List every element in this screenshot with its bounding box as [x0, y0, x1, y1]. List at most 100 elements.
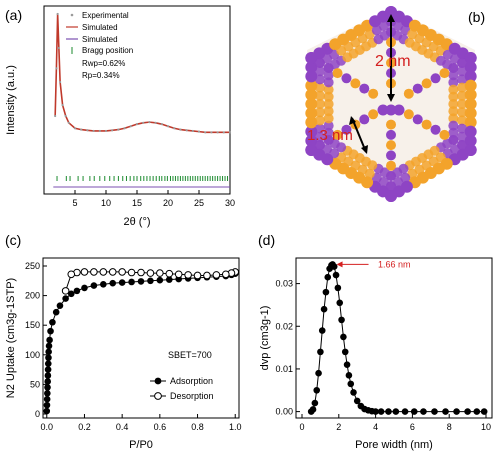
pore-distribution-point: [324, 273, 332, 281]
adsorption-point: [45, 354, 52, 362]
panel-a-x-tick-label: 30: [225, 198, 235, 208]
framework-atom: [464, 116, 477, 129]
peak-annotation-label: 1.66 nm: [378, 259, 411, 269]
framework-atom: [305, 98, 318, 110]
pore-distribution-point: [453, 408, 460, 415]
experimental-point: [98, 129, 101, 133]
pore-distribution-point: [464, 408, 471, 415]
adsorption-point: [56, 302, 64, 309]
panel-d-x-tick-label: 8: [447, 422, 452, 432]
pore-distribution-point: [442, 408, 449, 415]
experimental-point: [129, 125, 132, 128]
framework-atom: [314, 66, 325, 77]
panel-a-frame: [43, 5, 231, 195]
panel-d-y-axis-label: dvp (cm3g-1): [259, 306, 271, 371]
desorption-point: [90, 268, 98, 276]
desorption-point: [127, 268, 136, 277]
framework-atom: [464, 70, 477, 83]
panel-d-plot: 0 2 4 6 8 10 0.00 0.01 0.02 0.03 dvp (cm3g-1) Por…: [259, 257, 493, 451]
framework-atom: [323, 77, 334, 88]
experimental-point: [64, 114, 67, 118]
legend-experimental-label: Experimental: [82, 11, 129, 20]
r-wp-annotation: Rwp=0.62%: [82, 59, 125, 68]
experimental-point: [228, 131, 232, 134]
framework-atom: [457, 74, 468, 85]
framework-atom: [464, 52, 477, 64]
framework-atom: [464, 125, 477, 138]
pore-distribution-point: [315, 369, 322, 377]
experimental-point: [57, 46, 60, 50]
experimental-point: [154, 121, 157, 124]
framework-atom: [323, 84, 334, 95]
framework-atom: [305, 70, 318, 83]
panel-d-y-tick-label: 0.01: [275, 364, 293, 374]
panel-a-x-tick-label: 25: [194, 198, 204, 208]
framework-atom: [305, 107, 318, 120]
framework-atom: [314, 115, 325, 126]
framework-pillar-atom: [412, 83, 423, 94]
desorption-point: [146, 269, 155, 277]
framework-atom: [464, 107, 477, 120]
adsorption-point: [67, 290, 75, 298]
experimental-point: [54, 114, 57, 118]
panel-d-x-tick-label: 0: [299, 422, 304, 432]
experimental-point: [56, 12, 59, 16]
legend-simulated-2-label: Simulated: [82, 35, 118, 44]
panel-c-y-tick-label: 250: [25, 261, 40, 271]
experimental-point: [185, 129, 188, 132]
pore-distribution-point: [317, 348, 324, 356]
panel-c-legend: Adsorption Desorption: [150, 376, 214, 401]
adsorption-point: [118, 279, 126, 286]
panel-c-y-tick-label: 0: [35, 409, 40, 419]
desorption-point: [137, 268, 145, 277]
adsorption-point: [44, 389, 51, 397]
desorption-point: [212, 271, 221, 279]
pore-arrow-small: [351, 117, 367, 153]
framework-atom: [448, 84, 459, 95]
panel-d-x-tick-label: 4: [373, 422, 378, 432]
experimental-point: [216, 131, 219, 134]
framework-atom: [314, 123, 325, 134]
adsorption-point: [44, 360, 52, 367]
experimental-point: [191, 129, 194, 133]
experimental-point: [222, 131, 225, 134]
framework-atom: [448, 113, 459, 124]
pore-size-small-label: 1.3 nm: [307, 127, 353, 144]
framework-atom: [448, 63, 459, 73]
desorption-point: [222, 270, 230, 279]
legend-adsorption-label: Adsorption: [170, 376, 213, 386]
adsorption-point: [47, 327, 54, 335]
framework-atom: [323, 120, 334, 131]
framework-pillar-atom: [341, 124, 352, 135]
experimental-point: [117, 128, 120, 131]
framework-atom: [457, 131, 468, 142]
framework-atom: [314, 131, 325, 142]
framework-atom: [448, 127, 459, 138]
adsorption-point: [49, 318, 56, 326]
framework-atom: [305, 61, 318, 74]
framework-pillar-atom: [368, 88, 379, 99]
framework-atom: [385, 6, 397, 18]
panel-label-a: (a): [5, 7, 22, 23]
framework-pillar-atom: [430, 124, 441, 135]
adsorption-point: [44, 372, 52, 379]
adsorption-point: [73, 287, 81, 295]
legend-desorption-label: Desorption: [170, 391, 214, 401]
desorption-point: [174, 270, 183, 279]
panel-d-frame: [295, 257, 493, 419]
pore-distribution-point: [311, 399, 319, 407]
framework-atom: [448, 70, 459, 81]
panel-d-axes: 0 2 4 6 8 10 0.00 0.01 0.02 0.03: [275, 279, 491, 432]
framework-atom: [323, 91, 334, 102]
pore-distribution-point: [341, 348, 349, 356]
framework-atom: [305, 88, 318, 101]
framework-structure-illustration: 2 nm 1.3 nm: [305, 6, 477, 202]
framework-atom: [464, 98, 477, 110]
framework-atom: [314, 140, 325, 150]
panel-a-plot: 5 10 15 20 25 30 Intensity (a.u.) 2θ (°) Expe…: [5, 5, 235, 228]
desorption-point: [108, 268, 117, 276]
experimental-point: [148, 121, 151, 124]
framework-atom: [457, 99, 468, 109]
framework-atom: [305, 134, 318, 147]
